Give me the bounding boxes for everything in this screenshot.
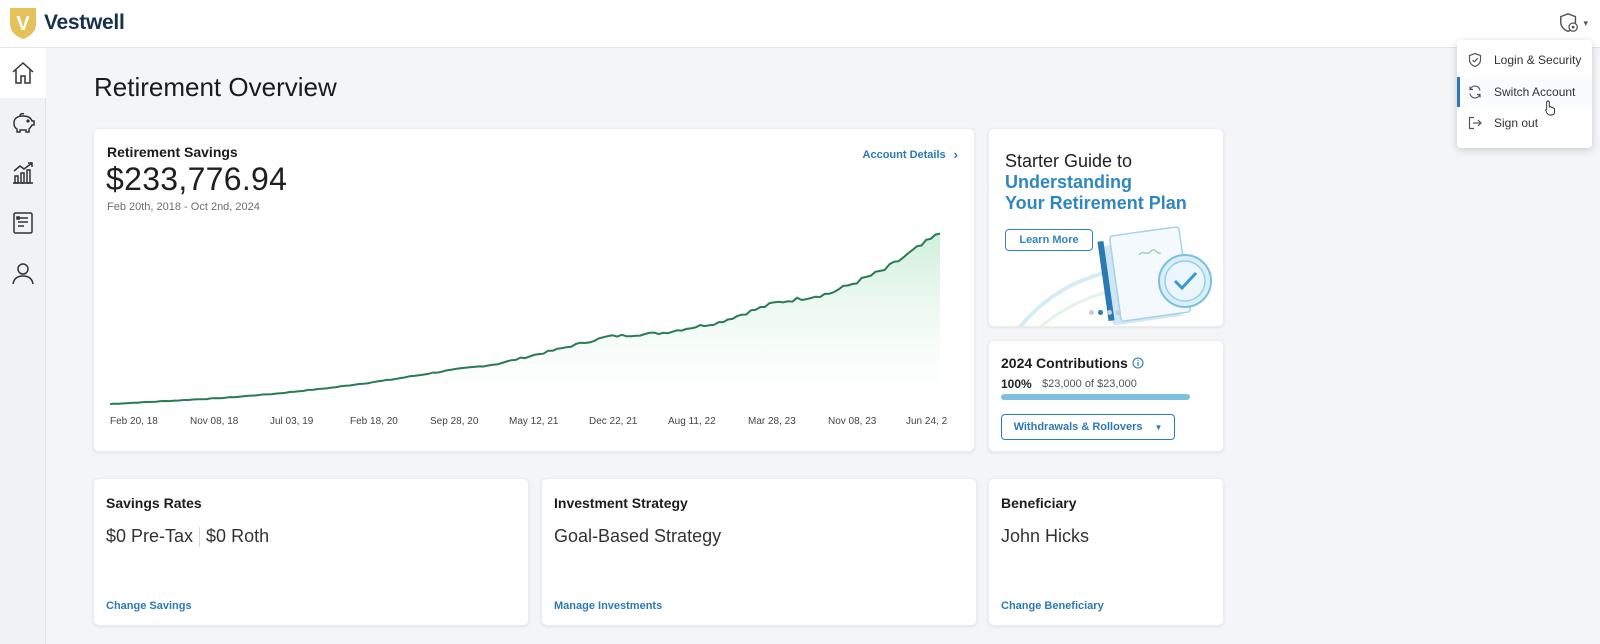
promo-line-3: Your Retirement Plan — [1005, 193, 1187, 213]
savings-rates-title: Savings Rates — [106, 495, 202, 511]
caret-down-icon: ▼ — [1154, 422, 1163, 432]
menu-item-switch-account[interactable]: Switch Account — [1457, 77, 1592, 107]
divider — [199, 527, 201, 548]
carousel-dot[interactable] — [1089, 310, 1094, 315]
x-tick-label: Sep 28, 20 — [430, 416, 479, 427]
contributions-card: 2024 Contributions 100% $23,000 of $23,0… — [988, 340, 1224, 452]
chevron-right-icon: › — [953, 147, 958, 162]
pretax-rate: $0 Pre-Tax — [106, 526, 194, 546]
growth-chart-icon — [13, 162, 33, 184]
withdrawals-label: Withdrawals & Rollovers — [1013, 421, 1143, 433]
page-title: Retirement Overview — [94, 72, 337, 102]
starter-guide-card: Starter Guide to Understanding Your Reti… — [988, 128, 1224, 327]
menu-item-label: Switch Account — [1494, 85, 1576, 99]
nav-profile[interactable] — [0, 248, 46, 298]
piggy-bank-icon — [13, 112, 35, 133]
account-dropdown-menu: Login & Security Switch Account Sign out — [1457, 40, 1592, 148]
carousel-dot[interactable] — [1107, 310, 1112, 315]
savings-chart: Feb 20, 18 Nov 08, 18 Jul 03, 19 Feb 18, 20… — [109, 232, 948, 427]
retirement-plan-illustration — [1018, 226, 1212, 326]
contributions-title: 2024 Contributions — [1001, 355, 1128, 371]
promo-line-1: Starter Guide to — [1005, 151, 1133, 171]
nav-performance[interactable] — [0, 148, 46, 198]
svg-text:V: V — [16, 13, 30, 35]
investment-strategy-value: Goal-Based Strategy — [554, 526, 722, 546]
retirement-savings-card: Feb 20, 18 Nov 08, 18 Jul 03, 19 Feb 18, 20… — [93, 128, 975, 452]
savings-rates-value: $0 Pre-Tax $0 Roth — [106, 526, 270, 548]
contribution-progress-fill — [1001, 394, 1190, 400]
chart-area-fill — [110, 233, 940, 407]
roth-rate: $0 Roth — [206, 526, 270, 546]
beneficiary-name: John Hicks — [1001, 526, 1090, 546]
x-tick-label: Nov 08, 18 — [190, 416, 239, 427]
menu-item-login-security[interactable]: Login & Security — [1457, 45, 1592, 75]
nav-home[interactable] — [0, 48, 46, 98]
x-tick-label: Feb 18, 20 — [350, 416, 398, 427]
hand-cursor-icon — [1545, 100, 1556, 116]
account-caret: ▾ — [1583, 17, 1588, 28]
x-tick-label: Nov 08, 23 — [828, 416, 877, 427]
nav-documents[interactable] — [0, 198, 46, 248]
carousel-dot[interactable] — [1098, 310, 1103, 315]
beneficiary-title: Beneficiary — [1001, 495, 1077, 511]
change-savings-link[interactable]: Change Savings — [106, 600, 192, 612]
x-tick-label: Aug 11, 22 — [668, 416, 716, 427]
refresh-icon — [1469, 85, 1481, 99]
shield-check-icon — [1468, 52, 1482, 68]
investment-strategy-title: Investment Strategy — [554, 495, 688, 511]
sign-out-icon — [1468, 116, 1482, 130]
learn-more-button[interactable]: Learn More — [1005, 229, 1093, 251]
account-details-label: Account Details — [862, 148, 946, 161]
contributions-header: 2024 Contributions — [1001, 355, 1144, 371]
savings-date-range: Feb 20th, 2018 - Oct 2nd, 2024 — [107, 201, 260, 213]
investment-strategy-card: Investment Strategy Goal-Based Strategy … — [541, 478, 977, 626]
carousel-dots — [1089, 310, 1121, 315]
vestwell-logo: V — [10, 8, 36, 39]
savings-amount: $233,776.94 — [106, 161, 288, 197]
nav-savings[interactable] — [0, 98, 46, 148]
withdrawals-rollovers-dropdown[interactable]: Withdrawals & Rollovers ▼ — [1001, 414, 1175, 440]
account-details-link[interactable]: Account Details › — [863, 147, 958, 162]
savings-rates-card: Savings Rates $0 Pre-Tax $0 Roth Change S… — [93, 478, 529, 626]
contribution-progress-bar — [1001, 394, 1190, 400]
x-tick-label: Dec 22, 21 — [589, 416, 638, 427]
brand-name: Vestwell — [44, 11, 125, 34]
contribution-detail: $23,000 of $23,000 — [1042, 378, 1137, 390]
savings-title: Retirement Savings — [107, 144, 238, 160]
menu-item-sign-out[interactable]: Sign out — [1457, 108, 1592, 138]
shield-gear-icon — [1560, 13, 1579, 33]
person-icon — [12, 263, 34, 285]
x-tick-label: Mar 28, 23 — [748, 416, 796, 427]
account-menu-button[interactable]: ▾ — [1558, 12, 1588, 34]
brand[interactable]: V Vestwell — [8, 6, 125, 40]
top-bar: V Vestwell ▾ — [0, 0, 1600, 48]
manage-investments-link[interactable]: Manage Investments — [554, 600, 663, 612]
change-beneficiary-link[interactable]: Change Beneficiary — [1001, 600, 1104, 612]
home-icon — [12, 61, 34, 84]
menu-item-label: Sign out — [1494, 116, 1539, 130]
carousel-dot[interactable] — [1116, 310, 1121, 315]
chart-series-line — [109, 232, 941, 405]
side-nav — [0, 48, 46, 644]
x-tick-label: Jun 24, 2 — [906, 416, 948, 427]
menu-item-label: Login & Security — [1494, 53, 1582, 67]
promo-line-2: Understanding — [1005, 172, 1133, 192]
x-tick-label: May 12, 21 — [509, 416, 559, 427]
x-tick-label: Feb 20, 18 — [110, 416, 158, 427]
x-tick-label: Jul 03, 19 — [270, 416, 314, 427]
document-list-icon — [13, 212, 33, 234]
contribution-percent: 100% — [1001, 377, 1032, 391]
beneficiary-card: Beneficiary John Hicks Change Beneficiar… — [988, 478, 1224, 626]
info-icon[interactable] — [1132, 357, 1144, 369]
